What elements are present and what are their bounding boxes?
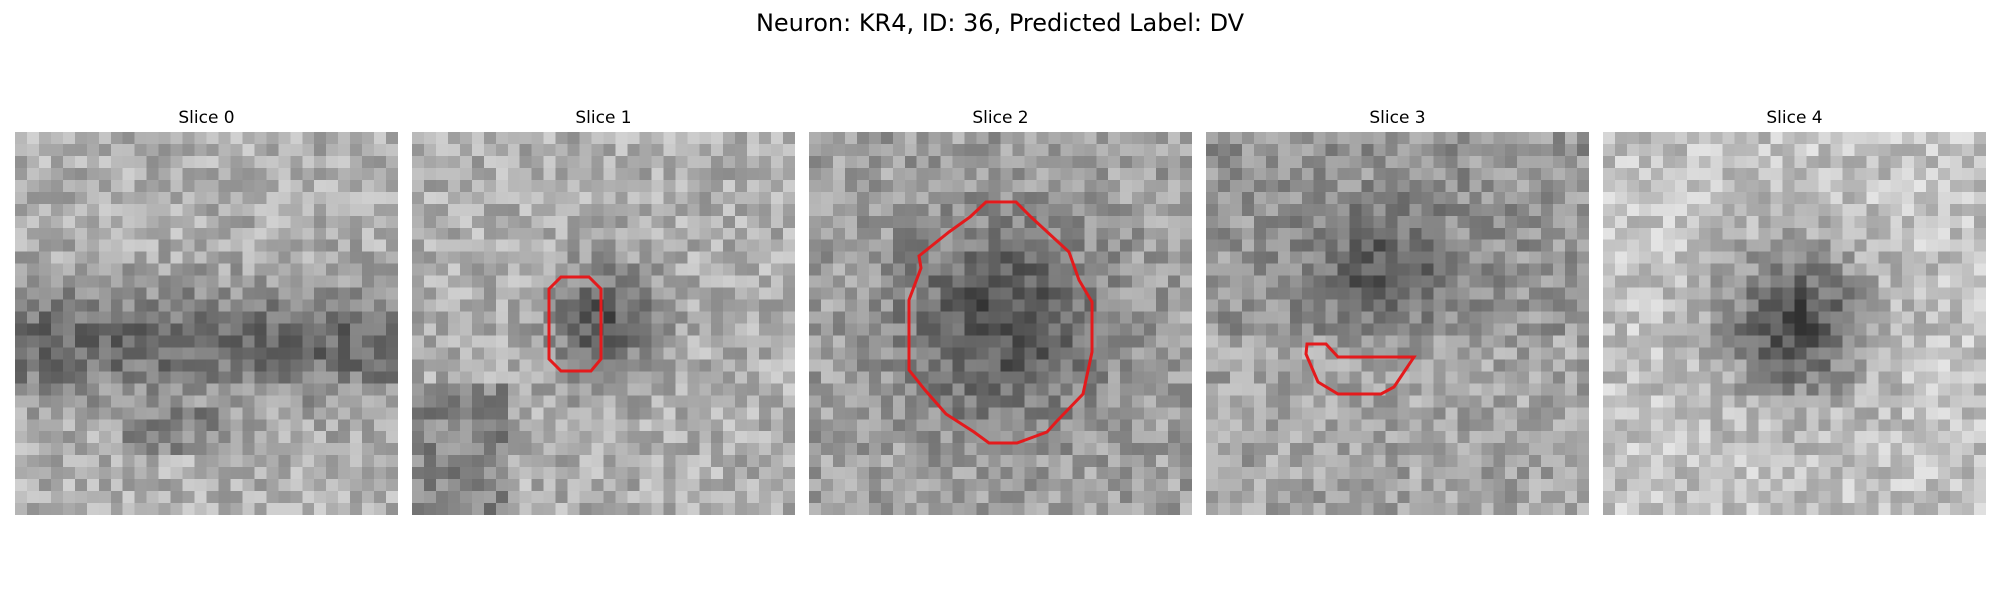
slice-title-1: Slice 1 xyxy=(575,108,632,128)
slice-panel-0: Slice 0 xyxy=(15,106,398,515)
slice-title-2: Slice 2 xyxy=(972,108,1029,128)
slice-image-4 xyxy=(1603,132,1986,515)
slice-image-1 xyxy=(412,132,795,515)
figure-title: Neuron: KR4, ID: 36, Predicted Label: DV xyxy=(755,9,1245,37)
slice-image-3 xyxy=(1206,132,1589,515)
slice-title-0: Slice 0 xyxy=(178,108,235,128)
slice-panel-2: Slice 2 xyxy=(809,106,1192,515)
slice-panel-4: Slice 4 xyxy=(1603,106,1986,515)
slice-panel-3: Slice 3 xyxy=(1206,106,1589,515)
slice-image-2 xyxy=(809,132,1192,515)
slice-title-3: Slice 3 xyxy=(1369,108,1426,128)
slice-panel-1: Slice 1 xyxy=(412,106,795,515)
slice-image-0 xyxy=(15,132,398,515)
slice-title-4: Slice 4 xyxy=(1766,108,1823,128)
